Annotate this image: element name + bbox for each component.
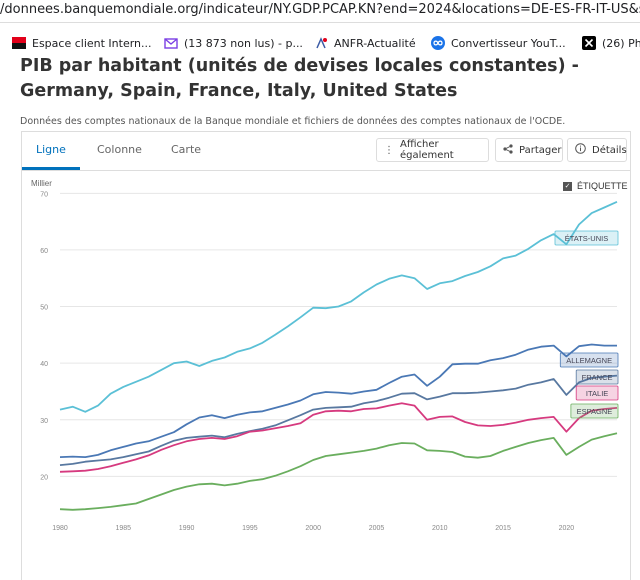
bookmark-x[interactable]: (26) Ph xyxy=(582,34,640,52)
page-title: PIB par habitant (unités de devises loca… xyxy=(20,56,579,101)
tab-map[interactable]: Carte xyxy=(171,143,202,156)
bookmark-label: (13 873 non lus) - p... xyxy=(184,36,303,50)
share-button[interactable]: Partager xyxy=(495,138,563,162)
show-also-label: Afficher également xyxy=(400,139,454,161)
bookmark-mail[interactable]: (13 873 non lus) - p... xyxy=(164,34,303,52)
label-toggle-text: ÉTIQUETTE xyxy=(577,181,628,191)
label-toggle[interactable]: ✓ ÉTIQUETTE xyxy=(563,181,628,191)
active-tab-indicator xyxy=(22,167,80,170)
line-chart: 20 30 40 50 60 70 1980 1985 1990 1995 2000 2005 2010… xyxy=(40,191,619,532)
bookmark-label: ANFR-Actualité xyxy=(334,36,416,50)
chart-tabs: Ligne Colonne Carte ⋮ Afficher également… xyxy=(22,132,630,171)
anfr-logo-icon xyxy=(314,36,328,50)
series-label: ÉTATS-UNIS xyxy=(565,234,608,243)
infinity-icon xyxy=(431,36,445,50)
x-logo-icon xyxy=(582,36,596,50)
series-label-box xyxy=(575,369,619,385)
x-tick-label: 2010 xyxy=(432,525,448,532)
show-also-button[interactable]: ⋮ Afficher également xyxy=(376,138,489,162)
details-button[interactable]: Détails xyxy=(567,138,627,162)
bookmark-converter[interactable]: Convertisseur YouT... xyxy=(431,34,566,52)
y-tick-label: 20 xyxy=(40,474,48,481)
address-bar[interactable]: /donnees.banquemondiale.org/indicateur/N… xyxy=(0,0,640,23)
series-label: ESPAGNE xyxy=(577,407,613,416)
info-icon xyxy=(575,143,586,157)
x-tick-label: 1995 xyxy=(242,525,258,532)
series-label-box xyxy=(570,403,619,419)
series-label-box xyxy=(559,352,619,368)
series-label: ALLEMAGNE xyxy=(566,356,612,365)
y-tick-label: 70 xyxy=(40,191,48,198)
bookmark-sfr[interactable]: Espace client Intern... xyxy=(12,34,152,52)
bookmark-label: (26) Ph xyxy=(602,36,640,50)
share-icon xyxy=(503,143,513,157)
more-vertical-icon: ⋮ xyxy=(384,144,394,156)
share-label: Partager xyxy=(519,144,562,156)
y-tick-label: 50 xyxy=(40,305,48,312)
series-label: FRANCE xyxy=(582,373,613,382)
mail-icon xyxy=(164,36,178,50)
x-tick-label: 1990 xyxy=(179,525,195,532)
url-text: /donnees.banquemondiale.org/indicateur/N… xyxy=(0,2,640,17)
checkbox-checked-icon[interactable]: ✓ xyxy=(563,181,572,191)
series-line xyxy=(59,200,618,413)
chart-card: Ligne Colonne Carte ⋮ Afficher également… xyxy=(21,131,631,580)
series-line xyxy=(59,432,618,511)
bookmarks-bar: Espace client Intern... (13 873 non lus)… xyxy=(0,30,640,56)
bookmark-label: Convertisseur YouT... xyxy=(451,36,566,50)
series-line xyxy=(59,374,618,466)
tab-line[interactable]: Ligne xyxy=(36,143,66,156)
tab-column[interactable]: Colonne xyxy=(97,143,142,156)
details-label: Détails xyxy=(592,144,627,156)
x-tick-label: 2020 xyxy=(559,525,575,532)
x-tick-label: 2000 xyxy=(305,525,321,532)
x-tick-label: 1980 xyxy=(52,525,68,532)
series-label: ITALIE xyxy=(586,389,608,398)
y-axis-unit: Millier xyxy=(31,179,52,188)
bookmark-label: Espace client Intern... xyxy=(32,36,152,50)
source-note: Données des comptes nationaux de la Banq… xyxy=(20,116,566,127)
y-tick-label: 60 xyxy=(40,248,48,255)
y-tick-label: 30 xyxy=(40,418,48,425)
y-tick-label: 40 xyxy=(40,361,48,368)
series-label-box xyxy=(575,385,619,401)
x-tick-label: 2005 xyxy=(369,525,385,532)
x-tick-label: 2015 xyxy=(495,525,511,532)
bookmark-anfr[interactable]: ANFR-Actualité xyxy=(314,34,416,52)
x-tick-label: 1985 xyxy=(116,525,132,532)
series-line xyxy=(59,343,617,458)
sfr-flag-icon xyxy=(12,36,26,50)
series-line xyxy=(59,402,618,473)
series-label-box xyxy=(554,230,619,246)
